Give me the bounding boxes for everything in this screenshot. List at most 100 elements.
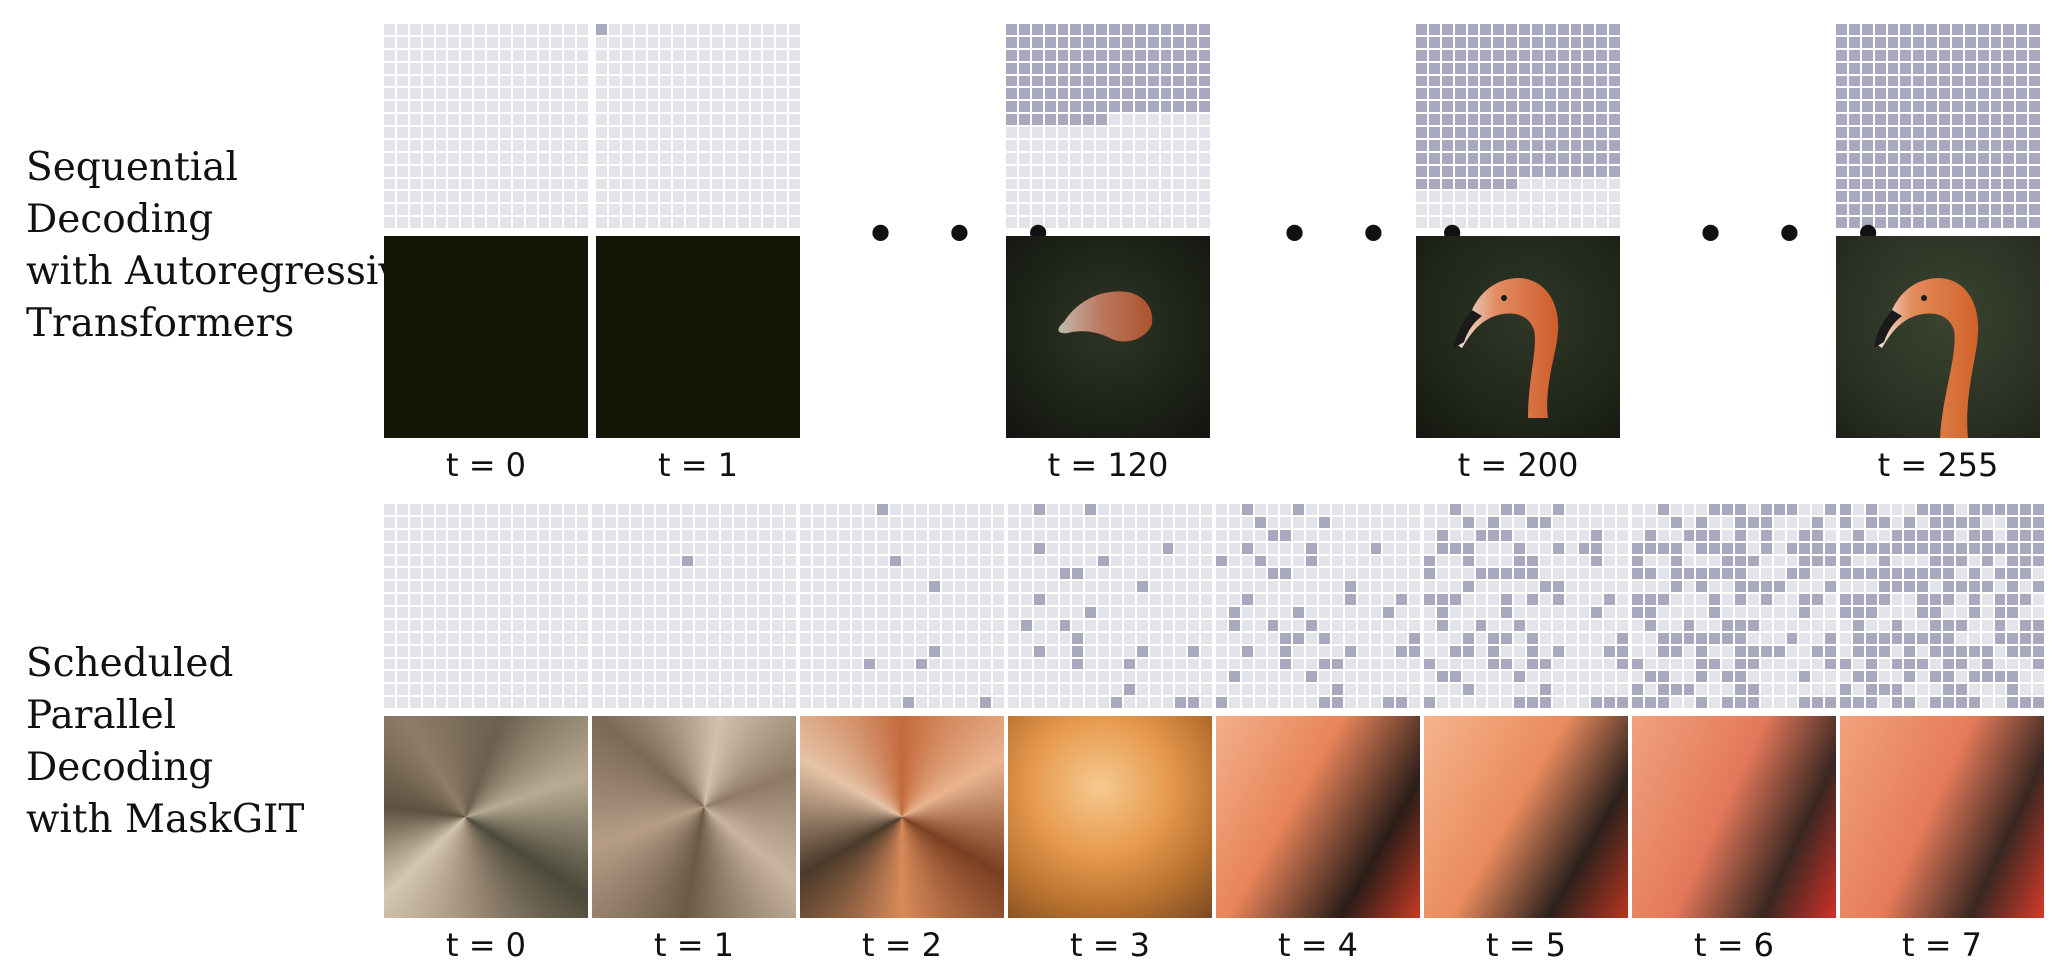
decoded-token [1570,114,1582,125]
masked-token [1162,632,1174,644]
masked-token [1683,697,1695,708]
masked-token [825,568,837,580]
masked-token [564,607,576,618]
masked-token [928,671,940,683]
masked-token [877,632,889,644]
decoded-token [1044,24,1056,35]
masked-token [643,568,655,580]
masked-token [384,632,395,644]
masked-token [1840,645,1851,657]
masked-token [746,632,758,644]
decoded-token [1306,542,1317,554]
decoded-token [1544,24,1556,35]
masked-token [682,581,693,593]
masked-token [682,619,693,631]
decoded-token [1951,75,1963,87]
decoded-token [1773,504,1785,515]
masked-token [1449,529,1461,541]
masked-token [695,658,706,670]
masked-token [1565,607,1577,618]
decoded-token [1199,62,1210,74]
masked-token [1657,658,1669,670]
masked-token [384,178,395,190]
masked-token [1254,645,1266,657]
masked-token [789,165,800,177]
masked-token [1147,191,1159,203]
decoded-token [1994,594,2006,605]
masked-token [763,101,775,113]
decoded-token [1583,139,1595,151]
decoded-token [1900,62,1912,74]
decoded-token [1228,671,1240,683]
decoded-token [2007,542,2019,554]
decoded-token [1848,88,1860,100]
decoded-token [1939,152,1950,164]
masked-token [1773,632,1785,644]
masked-token [1018,139,1030,151]
masked-token [435,607,447,618]
masked-token [890,594,901,605]
masked-token [1904,504,1916,515]
decoded-token [1070,36,1082,48]
masked-token [686,88,697,100]
masked-token [1175,568,1187,580]
masked-token [772,555,784,567]
masked-token [1186,217,1198,228]
decoded-token [1031,101,1043,113]
masked-token [1020,555,1032,567]
masked-token [673,152,685,164]
masked-token [711,24,723,35]
decoded-token [1930,645,1941,657]
masked-token [384,619,395,631]
masked-token [656,607,668,618]
decoded-token [1981,581,1993,593]
masked-token [474,191,485,203]
decoded-token [1799,594,1811,605]
decoded-token [1900,178,1912,190]
masked-token [1591,594,1603,605]
decoded-token [1722,504,1733,515]
decoded-token [2020,516,2032,528]
decoded-token [1428,152,1440,164]
masked-token [1121,127,1133,138]
decoded-token [1887,101,1899,113]
decoded-token [1044,36,1056,48]
masked-token [384,88,395,100]
masked-token [1501,645,1513,657]
masked-token [720,684,732,696]
masked-token [1201,632,1212,644]
decoded-token [1981,542,1993,554]
masked-token [1760,607,1772,618]
masked-token [733,516,745,528]
masked-token [890,542,901,554]
masked-token [1059,581,1071,593]
masked-token [1020,542,1032,554]
masked-token [1506,204,1517,216]
masked-token [789,36,800,48]
masked-token [1083,217,1095,228]
decoded-token [1735,671,1746,683]
masked-token [1319,555,1330,567]
decoded-token [1519,62,1530,74]
masked-token [1008,568,1019,580]
decoded-token [1424,568,1435,580]
decoded-token [1583,24,1595,35]
masked-token [967,516,979,528]
masked-token [1057,178,1069,190]
masked-token [1812,684,1824,696]
masked-token [1488,555,1500,567]
masked-token [630,658,642,670]
masked-token [1306,607,1317,618]
masked-token [669,684,681,696]
decoded-token [1939,127,1950,138]
masked-token [1657,529,1669,541]
decoded-token [1977,127,1989,138]
masked-token [1878,504,1890,515]
decoded-token [2007,568,2019,580]
masked-token [1072,581,1084,593]
decoded-token [1331,684,1343,696]
masked-token [1109,165,1120,177]
masked-token [812,632,824,644]
decoded-token [1493,139,1505,151]
decoded-token [1836,101,1847,113]
